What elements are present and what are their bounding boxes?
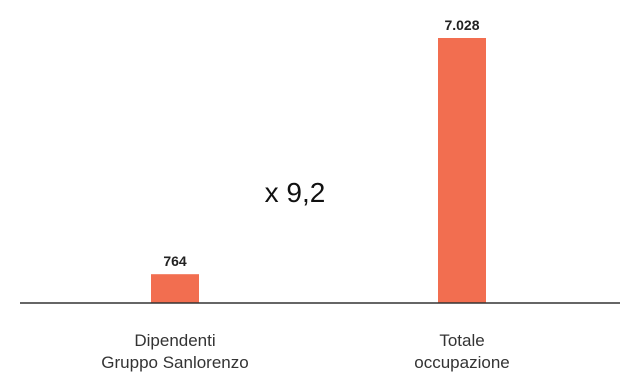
- bars-layer: [151, 38, 486, 303]
- bar-value-label-1: 7.028: [444, 17, 479, 33]
- category-label-0-line-0: Dipendenti: [134, 331, 215, 350]
- category-label-1-line-0: Totale: [439, 331, 484, 350]
- bar-value-label-0: 764: [163, 253, 187, 269]
- labels-layer: 764 Dipendenti Gruppo Sanlorenzo 7.028 Total…: [101, 17, 509, 372]
- category-label-0-line-1: Gruppo Sanlorenzo: [101, 353, 248, 372]
- bar-0: [151, 274, 199, 303]
- category-label-1-line-1: occupazione: [414, 353, 509, 372]
- bar-1: [438, 38, 486, 303]
- multiplier-annotation: x 9,2: [265, 177, 326, 208]
